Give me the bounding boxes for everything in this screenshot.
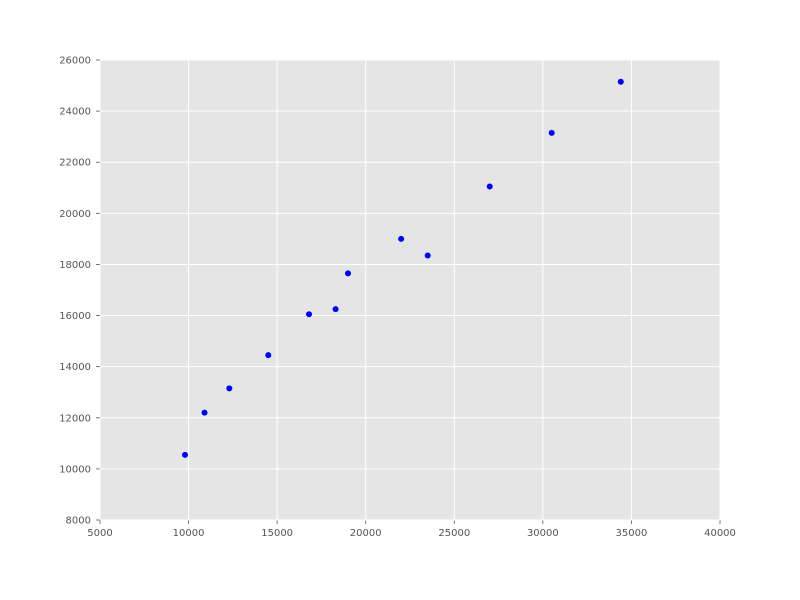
data-point: [202, 410, 208, 416]
x-tick-label: 10000: [173, 528, 205, 539]
y-tick-label: 18000: [59, 260, 91, 271]
data-point: [333, 306, 339, 312]
y-tick-label: 20000: [59, 209, 91, 220]
y-tick-label: 12000: [59, 413, 91, 424]
data-point: [182, 452, 188, 458]
x-tick-label: 20000: [350, 528, 382, 539]
data-point: [618, 79, 624, 85]
y-tick-label: 10000: [59, 464, 91, 475]
y-tick-label: 24000: [59, 107, 91, 118]
x-tick-label: 5000: [87, 528, 112, 539]
data-point: [265, 352, 271, 358]
plot-area: [100, 60, 720, 520]
chart-container: 5000 10000 15000 20000 25000 30000 35000 40000 8…: [0, 0, 800, 600]
x-tick-label: 25000: [438, 528, 470, 539]
data-point: [398, 236, 404, 242]
data-point: [487, 184, 493, 190]
y-tick-label: 14000: [59, 362, 91, 373]
data-point: [226, 385, 232, 391]
data-point: [425, 253, 431, 259]
y-tick-label: 22000: [59, 158, 91, 169]
y-tick-label: 26000: [59, 56, 91, 67]
x-tick-label: 35000: [616, 528, 648, 539]
x-tick-label: 30000: [527, 528, 559, 539]
y-tick-label: 8000: [66, 516, 91, 527]
scatter-chart: 5000 10000 15000 20000 25000 30000 35000 40000 8…: [0, 0, 800, 600]
x-tick-label: 40000: [704, 528, 736, 539]
data-point: [306, 311, 312, 317]
y-tick-label: 16000: [59, 311, 91, 322]
data-point: [345, 270, 351, 276]
data-point: [549, 130, 555, 136]
x-tick-label: 15000: [261, 528, 293, 539]
